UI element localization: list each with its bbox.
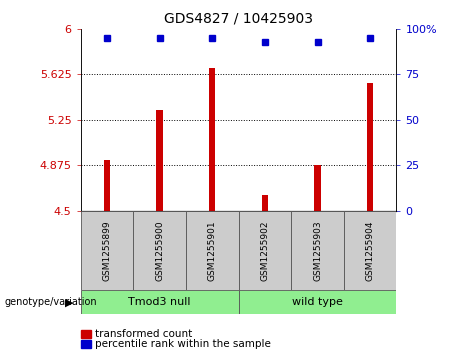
Bar [104, 160, 110, 211]
Bar [209, 68, 215, 211]
Bar [81, 290, 239, 314]
Text: GSM1255902: GSM1255902 [260, 220, 269, 281]
Bar [239, 290, 396, 314]
Bar [239, 211, 291, 290]
Bar [81, 211, 133, 290]
Bar [344, 211, 396, 290]
Bar [291, 211, 344, 290]
Text: transformed count: transformed count [95, 329, 192, 339]
Title: GDS4827 / 10425903: GDS4827 / 10425903 [164, 11, 313, 25]
Bar [186, 211, 239, 290]
Text: genotype/variation: genotype/variation [5, 297, 97, 307]
Text: ▶: ▶ [65, 297, 73, 307]
Text: GSM1255904: GSM1255904 [366, 220, 375, 281]
Bar [262, 195, 268, 211]
Text: percentile rank within the sample: percentile rank within the sample [95, 339, 271, 350]
Bar [314, 164, 321, 211]
Text: GSM1255900: GSM1255900 [155, 220, 164, 281]
Bar [156, 110, 163, 211]
Text: wild type: wild type [292, 297, 343, 307]
Text: GSM1255899: GSM1255899 [102, 220, 112, 281]
Text: GSM1255903: GSM1255903 [313, 220, 322, 281]
Text: Tmod3 null: Tmod3 null [128, 297, 191, 307]
Bar [133, 211, 186, 290]
Bar [367, 83, 373, 211]
Text: GSM1255901: GSM1255901 [208, 220, 217, 281]
